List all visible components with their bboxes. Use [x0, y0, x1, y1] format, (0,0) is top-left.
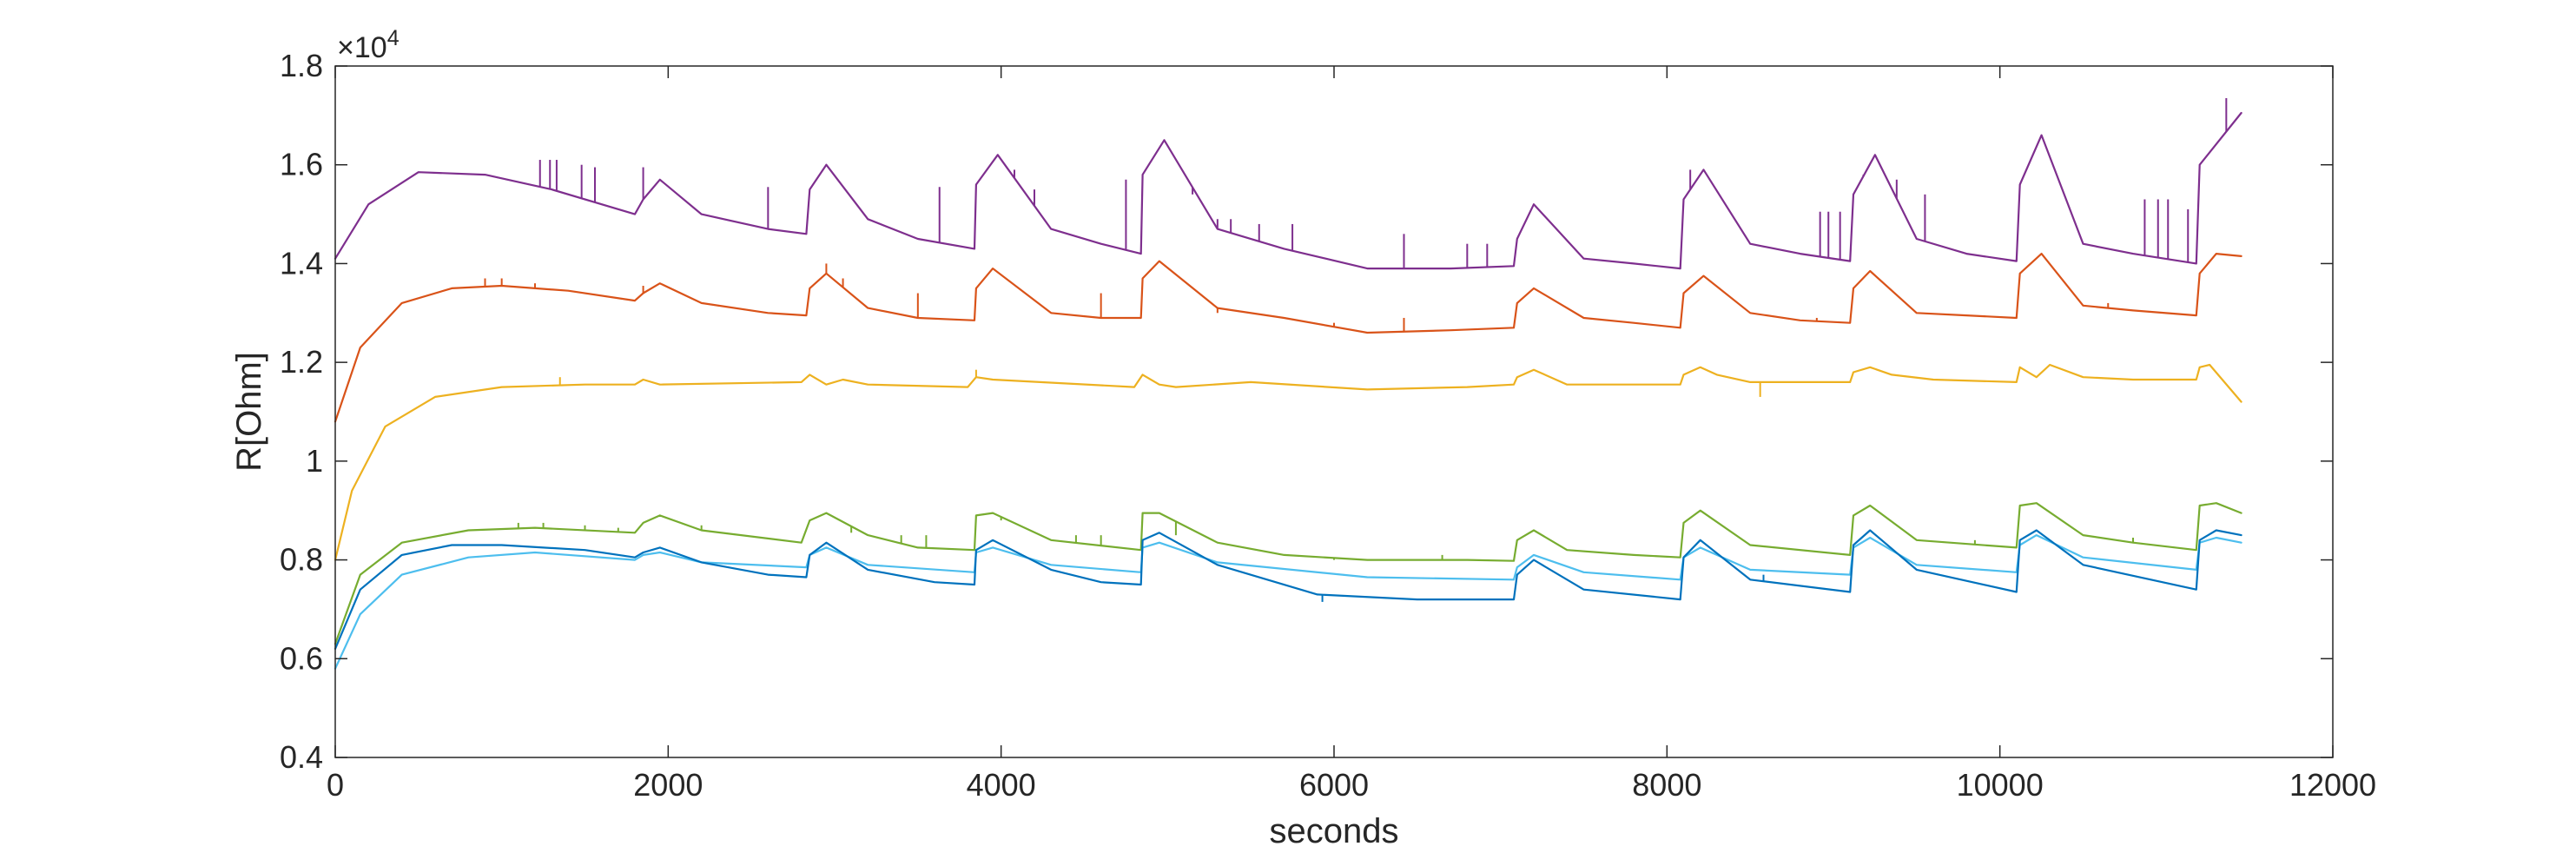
x-tick-label: 8000 [1632, 767, 1701, 803]
series-line-6 [334, 529, 2242, 650]
y-exponent-power: 4 [387, 26, 400, 50]
series-line-2 [334, 253, 2242, 423]
y-tick-label: 1.2 [280, 344, 323, 380]
y-axis-label: R[Ohm] [230, 352, 268, 472]
x-tick-label: 12000 [2289, 767, 2376, 803]
plot-area [335, 66, 2333, 757]
y-axis-ticks: 0.4 0.6 0.8 1 1.2 1.4 1.6 1.8 [280, 48, 2333, 775]
series-line-3 [334, 363, 2242, 561]
y-tick-label: 0.8 [280, 542, 323, 578]
y-tick-label: 1.8 [280, 48, 323, 83]
x-axis-ticks: 0 2000 4000 6000 8000 10000 12000 [327, 66, 2376, 803]
x-tick-label: 2000 [633, 767, 703, 803]
series-line-4 [334, 502, 2242, 645]
y-tick-label: 0.4 [280, 739, 323, 775]
x-axis-label: seconds [1270, 812, 1399, 850]
x-tick-label: 0 [327, 767, 344, 803]
y-exponent-base: ×10 [337, 31, 387, 64]
x-tick-label: 4000 [967, 767, 1036, 803]
series-line-5 [334, 534, 2242, 670]
x-tick-label: 10000 [1957, 767, 2044, 803]
series-layer [334, 111, 2242, 670]
y-tick-label: 0.6 [280, 640, 323, 676]
y-tick-label: 1.4 [280, 245, 323, 281]
y-tick-label: 1 [306, 443, 323, 479]
y-axis-exponent: ×104 [337, 26, 400, 64]
series-line-1 [334, 111, 2242, 270]
x-tick-label: 6000 [1299, 767, 1369, 803]
y-tick-label: 1.6 [280, 147, 323, 182]
spike-layer [484, 97, 2228, 602]
